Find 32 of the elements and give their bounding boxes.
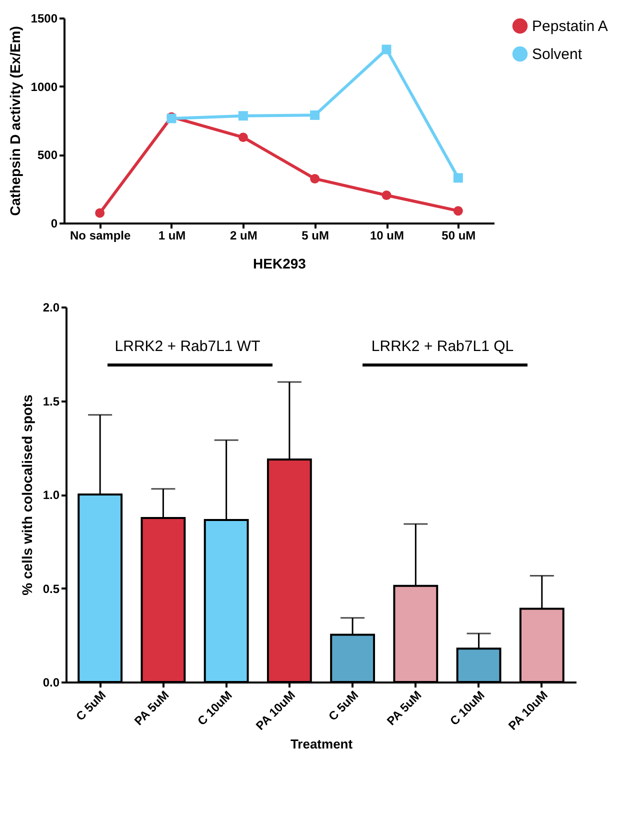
x-axis-title: HEK293	[253, 256, 306, 272]
point	[382, 44, 392, 54]
point	[238, 111, 248, 121]
x-tick-label: 5 uM	[302, 228, 330, 242]
legend-label: Solvent	[532, 46, 583, 63]
point	[310, 174, 320, 184]
point	[453, 206, 463, 216]
point	[310, 110, 320, 120]
x-tick-label: 2 uM	[230, 228, 258, 242]
point	[382, 190, 392, 200]
y-tick-label: 0.0	[42, 676, 60, 690]
y-tick-label: 1500	[30, 12, 58, 26]
y-tick-label: 1.5	[42, 394, 60, 408]
annotation: LRRK2 + Rab7L1 QL	[371, 338, 514, 355]
y-tick-label: 0.5	[42, 582, 60, 596]
point	[95, 208, 105, 218]
y-tick-label: 0	[50, 216, 58, 230]
y-axis-title: % cells with colocalised spots	[18, 394, 35, 596]
y-axis-title: Cathepsin D activity (Ex/Em)	[6, 26, 23, 216]
x-axis-title: Treatment	[290, 736, 354, 752]
x-tick-label: 1 uM	[158, 228, 186, 242]
x-tick-label: 50 uM	[442, 228, 476, 242]
y-tick-label: 1000	[30, 80, 58, 94]
point	[238, 132, 248, 142]
y-tick-label: 500	[37, 148, 58, 162]
y-tick-label: 1.0	[42, 488, 60, 502]
y-tick-label: 2.0	[42, 300, 60, 314]
x-tick-label: 10 uM	[370, 228, 404, 242]
point	[453, 173, 463, 183]
legend-label: Pepstatin A	[532, 18, 608, 35]
annotation: LRRK2 + Rab7L1 WT	[114, 338, 260, 355]
x-tick-label: No sample	[70, 228, 131, 242]
